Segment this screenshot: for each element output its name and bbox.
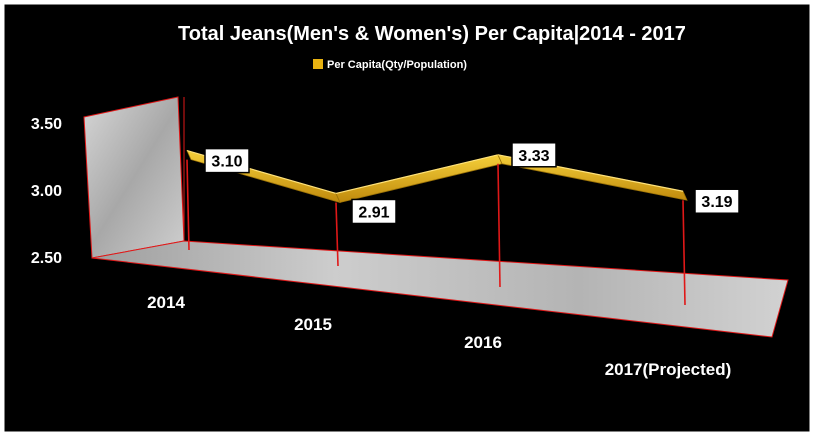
- x-tick-label: 2017(Projected): [605, 360, 732, 379]
- chart-title: Total Jeans(Men's & Women's) Per Capita|…: [178, 23, 686, 45]
- x-tick-label: 2015: [294, 315, 332, 334]
- data-label-box: [511, 142, 557, 168]
- data-label-text: 2.91: [358, 204, 389, 221]
- y-axis: 2.50 3.00 3.50: [31, 116, 62, 267]
- legend: Per Capita(Qty/Population): [313, 59, 467, 71]
- data-label-2: 2.91: [351, 198, 397, 225]
- drop-line-2: [335, 202, 339, 267]
- legend-swatch: [313, 59, 323, 69]
- drop-line-3: [497, 163, 501, 288]
- data-label-box: [694, 188, 740, 214]
- drop-lines: [186, 159, 686, 306]
- series-line-2: [335, 154, 499, 195]
- y-tick-label: 3.50: [31, 116, 62, 133]
- data-label-3: 3.33: [511, 142, 557, 168]
- y-tick-label: 3.00: [31, 183, 62, 200]
- x-tick-label: 2014: [147, 293, 185, 312]
- back-wall: [83, 96, 185, 259]
- legend-label: Per Capita(Qty/Population): [327, 59, 467, 71]
- data-labels: 3.10 2.91 3.33 3.19: [204, 142, 740, 225]
- y-tick-label: 2.50: [31, 250, 62, 267]
- data-label-text: 3.10: [211, 154, 242, 171]
- data-label-1: 3.10: [204, 147, 250, 174]
- drop-line-4: [682, 200, 686, 306]
- floor: [91, 240, 789, 338]
- x-tick-label: 2016: [464, 333, 502, 352]
- data-label-text: 3.19: [701, 194, 732, 211]
- data-label-box: [351, 198, 397, 225]
- x-axis: 2014 2015 2016 2017(Projected): [147, 293, 731, 379]
- data-label-box: [204, 147, 250, 174]
- data-label-4: 3.19: [694, 188, 740, 214]
- data-label-text: 3.33: [518, 148, 549, 165]
- drop-line-1: [186, 159, 190, 251]
